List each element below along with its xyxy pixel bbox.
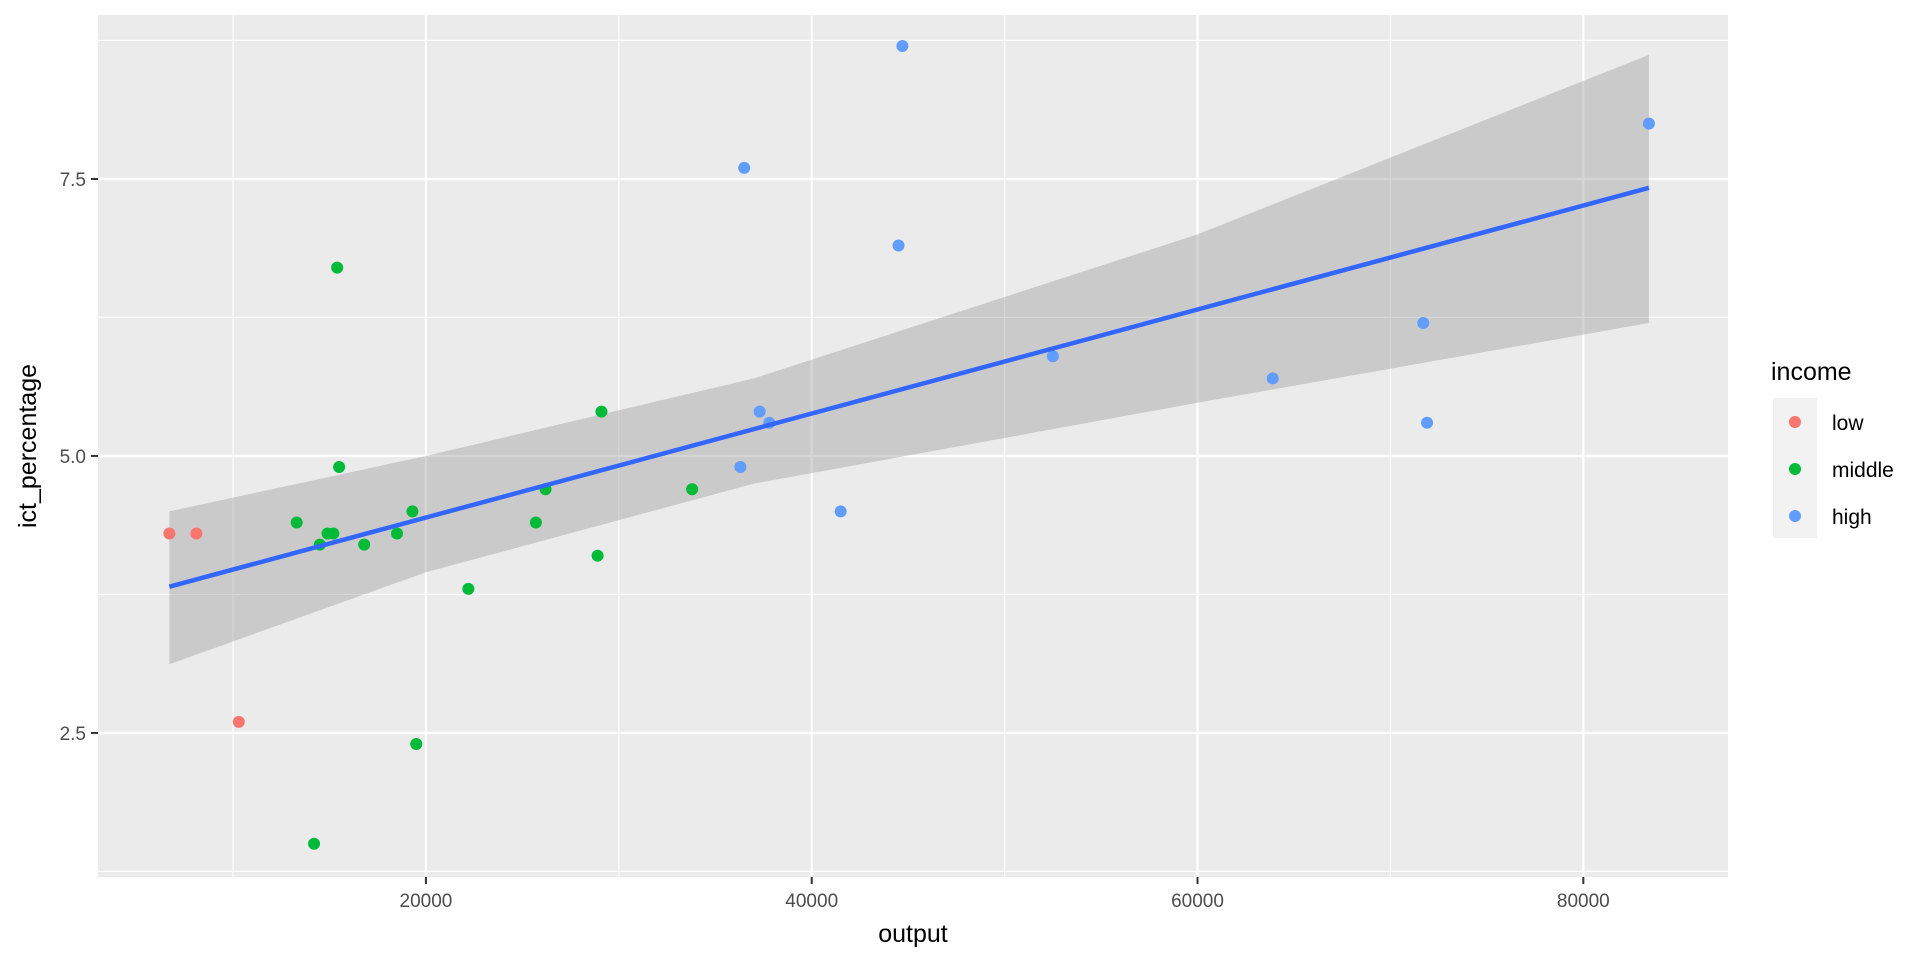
x-axis: 20000 40000 60000 80000 — [400, 877, 1610, 912]
legend-label-middle: middle — [1832, 459, 1894, 482]
data-point-middle — [390, 527, 403, 540]
data-point-middle — [410, 738, 423, 751]
x-tick-label: 80000 — [1557, 891, 1610, 912]
trend-line — [168, 185, 1650, 589]
y-axis: 2.5 5.0 7.5 — [60, 170, 98, 745]
data-point-high — [1421, 416, 1434, 429]
data-point-middle — [333, 461, 346, 474]
legend-title: income — [1771, 358, 1852, 386]
y-tick-label: 2.5 — [60, 724, 86, 745]
data-point-low — [163, 527, 176, 540]
data-point-high — [1046, 350, 1059, 363]
data-point-high — [1417, 317, 1430, 330]
data-point-high — [734, 461, 747, 474]
y-axis-title: ict_percentage — [14, 364, 42, 528]
data-point-middle — [406, 505, 419, 518]
data-point-middle — [591, 549, 604, 562]
data-point-middle — [290, 516, 303, 529]
data-point-middle — [595, 405, 608, 418]
data-point-high — [896, 40, 909, 53]
x-tick-label: 40000 — [785, 891, 838, 912]
data-point-middle — [327, 527, 340, 540]
data-point-high — [834, 505, 847, 518]
data-point-low — [232, 715, 245, 728]
data-point-high — [1266, 372, 1279, 385]
minor-grid — [98, 15, 1728, 877]
major-grid — [98, 15, 1728, 877]
y-tick-label: 7.5 — [60, 170, 86, 191]
data-point-high — [1642, 117, 1655, 130]
legend-label-high: high — [1832, 506, 1872, 529]
legend-key-middle — [1789, 463, 1801, 475]
data-point-high — [753, 405, 766, 418]
legend-label-low: low — [1832, 412, 1864, 435]
data-point-middle — [331, 261, 344, 274]
confidence-band-area — [169, 54, 1649, 665]
data-point-high — [892, 239, 905, 252]
x-tick-label: 60000 — [1171, 891, 1224, 912]
confidence-band — [169, 54, 1649, 665]
data-point-low — [190, 527, 203, 540]
data-point-middle — [308, 837, 321, 850]
x-axis-title: output — [878, 920, 948, 948]
data-point-middle — [686, 483, 699, 496]
legend-key-high — [1789, 510, 1801, 522]
data-point-middle — [462, 582, 475, 595]
legend-key-low — [1789, 416, 1801, 428]
data-points — [163, 40, 1655, 850]
data-point-middle — [529, 516, 542, 529]
trend-line-group — [168, 185, 1650, 589]
data-point-high — [738, 161, 751, 174]
y-tick-label: 5.0 — [60, 447, 86, 468]
x-tick-label: 20000 — [400, 891, 453, 912]
data-point-middle — [358, 538, 371, 551]
legend: income low middle high — [1771, 358, 1894, 538]
